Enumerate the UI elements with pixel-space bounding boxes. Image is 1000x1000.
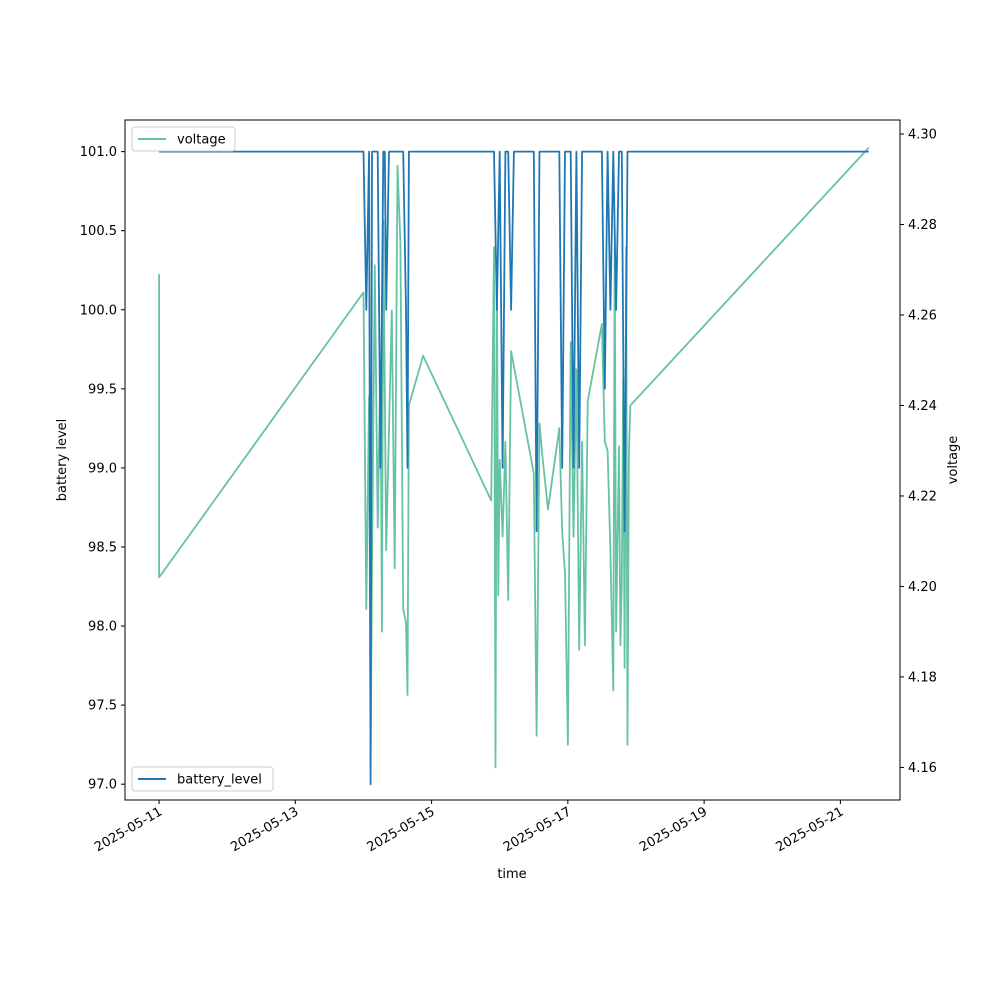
- y-right-tick-label: 4.26: [908, 308, 937, 323]
- y-left-tick-label: 99.0: [88, 461, 117, 476]
- y-left-tick-label: 97.0: [88, 778, 117, 793]
- legend-battery-level: battery_level: [131, 766, 274, 792]
- y-right-tick-label: 4.22: [908, 489, 937, 504]
- x-tick-label: 2025-05-21: [773, 804, 846, 855]
- y-left-tick-label: 97.5: [88, 699, 117, 714]
- x-tick-label: 2025-05-11: [92, 804, 165, 855]
- legend-battery-level-box: [131, 766, 274, 792]
- legend-voltage: voltage: [131, 126, 236, 152]
- y-right-tick-label: 4.24: [908, 399, 937, 414]
- x-tick-label: 2025-05-19: [637, 804, 710, 855]
- legend-voltage-label: voltage: [177, 133, 226, 148]
- y-left-tick-label: 98.0: [88, 620, 117, 635]
- y-right-tick-label: 4.30: [908, 128, 937, 143]
- y-left-tick-label: 99.5: [88, 382, 117, 397]
- legend-battery-level-label: battery_level: [177, 773, 262, 788]
- x-axis-label: time: [497, 867, 526, 882]
- y-right-tick-label: 4.20: [908, 580, 937, 595]
- y-left-tick-label: 98.5: [88, 540, 117, 555]
- axis-ticks: 2025-05-11 2025-05-13 2025-05-15 2025-05-17…: [80, 128, 937, 856]
- y-right-tick-label: 4.28: [908, 218, 937, 233]
- y-axis-left-label: battery level: [55, 419, 70, 502]
- plot-frame: [124, 119, 901, 801]
- y-left-tick-label: 100.0: [80, 303, 117, 318]
- y-left-tick-label: 100.5: [80, 224, 117, 239]
- x-tick-label: 2025-05-15: [365, 804, 438, 855]
- x-tick-label: 2025-05-13: [228, 804, 301, 855]
- series-line-battery-level: [159, 150, 869, 786]
- series-layer: [158, 146, 870, 786]
- x-tick-label: 2025-05-17: [501, 804, 574, 855]
- legend-voltage-box: [131, 126, 236, 152]
- y-right-tick-label: 4.18: [908, 670, 937, 685]
- y-axis-right-label: voltage: [946, 436, 961, 485]
- y-left-tick-label: 101.0: [80, 145, 117, 160]
- y-right-tick-label: 4.16: [908, 761, 937, 776]
- series-line-voltage: [158, 146, 870, 769]
